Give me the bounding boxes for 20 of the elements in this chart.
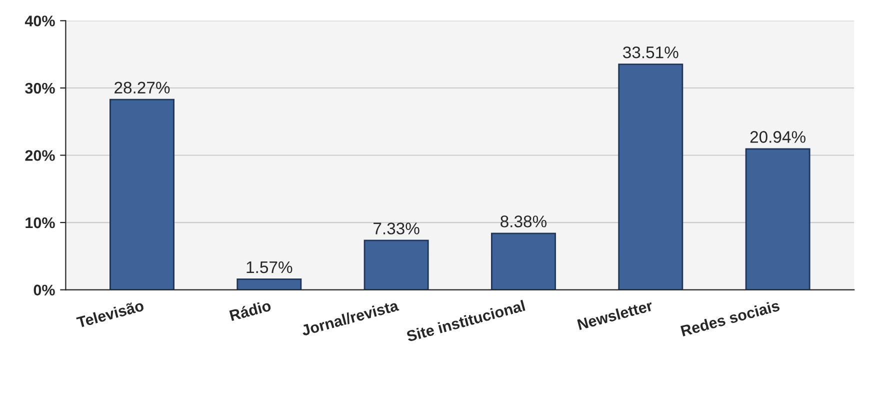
y-tick-label: 20% bbox=[25, 150, 55, 161]
data-label: 28.27% bbox=[114, 82, 170, 94]
y-tick-label: 0% bbox=[34, 284, 55, 296]
x-tick-label: Televisão bbox=[76, 300, 144, 328]
y-tick-label: 30% bbox=[25, 82, 55, 94]
data-label: 1.57% bbox=[246, 261, 292, 274]
data-label: 8.38% bbox=[500, 216, 547, 228]
data-label: 7.33% bbox=[374, 222, 420, 234]
bar bbox=[745, 148, 810, 290]
y-tick-label: 10% bbox=[26, 217, 55, 228]
bar bbox=[618, 64, 684, 290]
x-tick-label: Redes sociais bbox=[680, 300, 780, 336]
x-tick-label: Rádio bbox=[229, 300, 272, 322]
bar bbox=[110, 98, 174, 290]
bar bbox=[236, 278, 302, 290]
y-tick-label: 40% bbox=[24, 16, 55, 26]
data-label: 33.51% bbox=[623, 46, 678, 58]
bar bbox=[490, 232, 556, 290]
data-label: 20.94% bbox=[750, 131, 806, 143]
bar bbox=[364, 240, 429, 290]
